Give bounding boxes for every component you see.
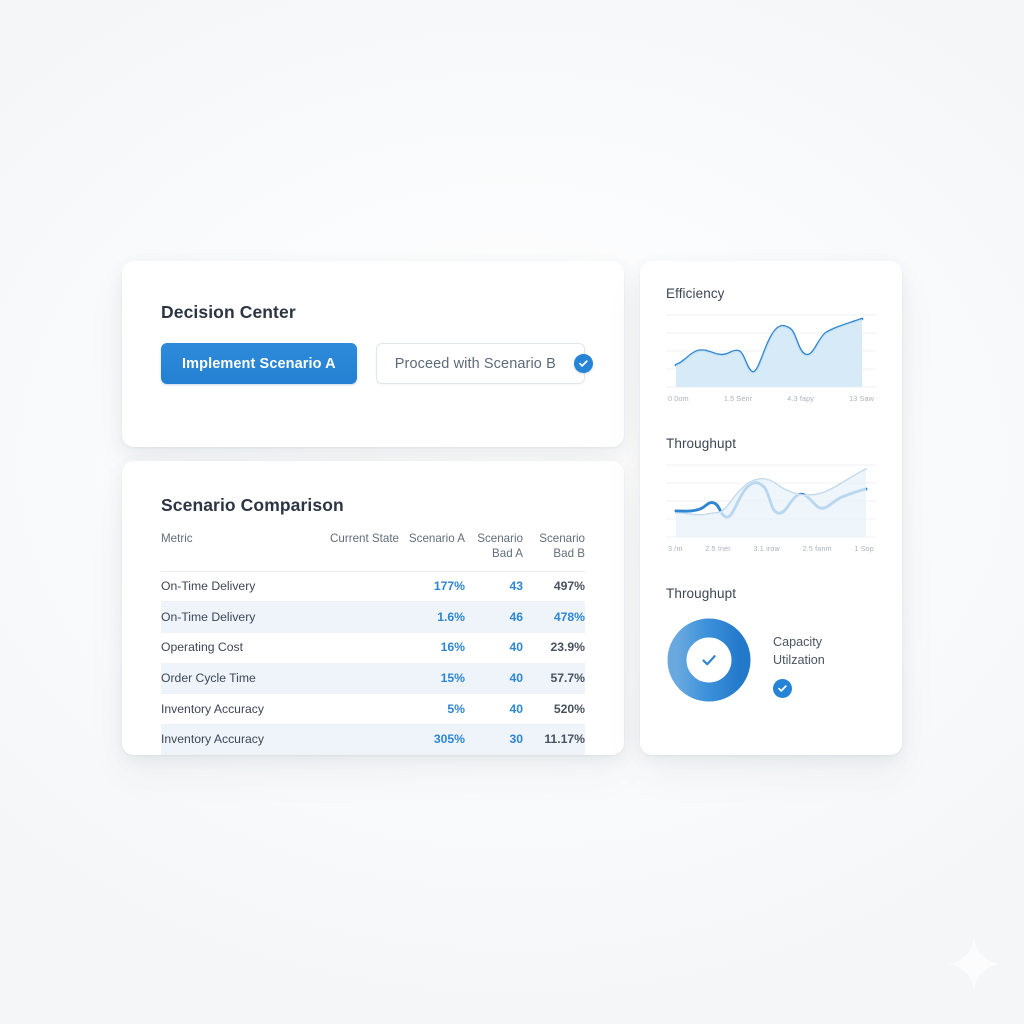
cell-scenario-bad-b: 57.7% (523, 663, 585, 695)
capacity-section: Throughupt (666, 586, 876, 703)
capacity-legend: Capacity Utilzation (773, 617, 825, 698)
check-circle-icon (573, 354, 593, 373)
table-row[interactable]: Order Cycle Time 15% 40 57.7% (161, 663, 585, 695)
proceed-scenario-b-wrapper: Proceed with Scenario B (375, 343, 593, 384)
cell-scenario-bad-a: 40 (465, 663, 523, 695)
throughput-axis-labels: 3 /m 2.5 Iner 3.1 irow 2.5 fanm 1 Sop (666, 544, 876, 553)
scenario-comparison-table-wrap: Metric Current State Scenario A Scenario… (161, 531, 585, 756)
insights-card: Efficiency 0 0om 1.5 Senr 4. (640, 261, 902, 755)
column-header-scenario-bad-b: Scenario Bad B (523, 531, 585, 572)
check-circle-icon (773, 678, 792, 698)
column-header-current-state: Current State (311, 531, 399, 572)
capacity-donut-chart (666, 617, 752, 703)
cell-metric: On-Time Delivery (161, 571, 311, 603)
cell-scenario-bad-a: 40 (465, 632, 523, 664)
axis-label: 3 /m (668, 544, 683, 553)
cell-scenario-a: 16% (399, 632, 465, 664)
table-row[interactable]: On-Time Delivery 177% 43 497% (161, 571, 585, 603)
cell-metric: Inventory Accuracy (161, 724, 311, 756)
cell-metric: Inventory Accuracy (161, 693, 311, 725)
cell-scenario-bad-a: 40 (465, 693, 523, 725)
cell-scenario-bad-a: 46 (465, 601, 523, 633)
cell-scenario-a: 177% (399, 571, 465, 603)
axis-label: 3.1 irow (753, 544, 780, 553)
scenario-comparison-title: Scenario Comparison (161, 495, 344, 515)
cell-scenario-a: 1.6% (399, 601, 465, 633)
axis-label: 2.5 fanm (802, 544, 832, 553)
cell-current-state (311, 724, 399, 756)
table-header-row: Metric Current State Scenario A Scenario… (161, 531, 585, 572)
cell-scenario-a: 15% (399, 663, 465, 695)
axis-label: 0 0om (668, 394, 689, 403)
table-body: On-Time Delivery 177% 43 497% On-Time Delive… (161, 571, 585, 756)
implement-scenario-a-button[interactable]: Implement Scenario A (161, 343, 357, 384)
cell-current-state (311, 632, 399, 664)
cell-scenario-bad-a: 30 (465, 724, 523, 756)
cell-current-state (311, 663, 399, 695)
check-icon (666, 617, 752, 703)
axis-label: 13 Saw (849, 394, 874, 403)
efficiency-title: Efficiency (666, 286, 725, 301)
decision-center-card: Decision Center Implement Scenario A Pro… (122, 261, 624, 447)
table-row[interactable]: On-Time Delivery 1.6% 46 478% (161, 601, 585, 633)
axis-label: 4.3 fapy (787, 394, 815, 403)
cell-scenario-bad-b: 11.17% (523, 724, 585, 756)
table-row[interactable]: Inventory Accuracy 5% 40 520% (161, 693, 585, 725)
efficiency-area-chart (666, 313, 876, 389)
decision-center-title: Decision Center (161, 302, 296, 322)
column-header-metric: Metric (161, 531, 311, 572)
capacity-row: Capacity Utilzation (666, 617, 876, 703)
throughput-title: Throughupt (666, 436, 737, 451)
axis-label: 2.5 Iner (705, 544, 731, 553)
cell-current-state (311, 601, 399, 633)
table-row[interactable]: Inventory Accuracy 305% 30 11.17% (161, 724, 585, 756)
capacity-legend-line1: Capacity (773, 635, 822, 649)
cell-metric: Operating Cost (161, 632, 311, 664)
cell-metric: On-Time Delivery (161, 601, 311, 633)
throughput-line-chart (666, 463, 876, 539)
axis-label: 1.5 Senr (723, 394, 753, 403)
scenario-comparison-table: Metric Current State Scenario A Scenario… (161, 531, 585, 756)
axis-label: 1 Sop (854, 544, 874, 553)
capacity-legend-line2: Utilzation (773, 653, 825, 668)
efficiency-section: Efficiency 0 0om 1.5 Senr 4. (666, 286, 876, 403)
cell-scenario-bad-a: 43 (465, 571, 523, 603)
efficiency-axis-labels: 0 0om 1.5 Senr 4.3 fapy 13 Saw (666, 394, 876, 403)
cell-scenario-bad-b: 23.9% (523, 632, 585, 664)
cell-current-state (311, 693, 399, 725)
cell-scenario-a: 5% (399, 693, 465, 725)
scenario-comparison-card: Scenario Comparison Metric Current State… (122, 461, 624, 756)
cell-scenario-bad-b: 520% (523, 693, 585, 725)
column-header-scenario-bad-a: Scenario Bad A (465, 531, 523, 572)
cell-scenario-bad-b: 497% (523, 571, 585, 603)
throughput-section: Throughupt 3 /m 2.5 Iner (666, 436, 876, 553)
table-head: Metric Current State Scenario A Scenario… (161, 531, 585, 572)
cell-metric: Order Cycle Time (161, 663, 311, 695)
cell-current-state (311, 571, 399, 603)
column-header-scenario-a: Scenario A (399, 531, 465, 572)
proceed-with-scenario-b-button[interactable]: Proceed with Scenario B (375, 343, 585, 384)
table-row[interactable]: Operating Cost 16% 40 23.9% (161, 632, 585, 664)
capacity-title: Throughupt (666, 586, 737, 601)
cell-scenario-a: 305% (399, 724, 465, 756)
decision-button-row: Implement Scenario A Proceed with Scenar… (161, 343, 593, 384)
cell-scenario-bad-b: 478% (523, 601, 585, 633)
